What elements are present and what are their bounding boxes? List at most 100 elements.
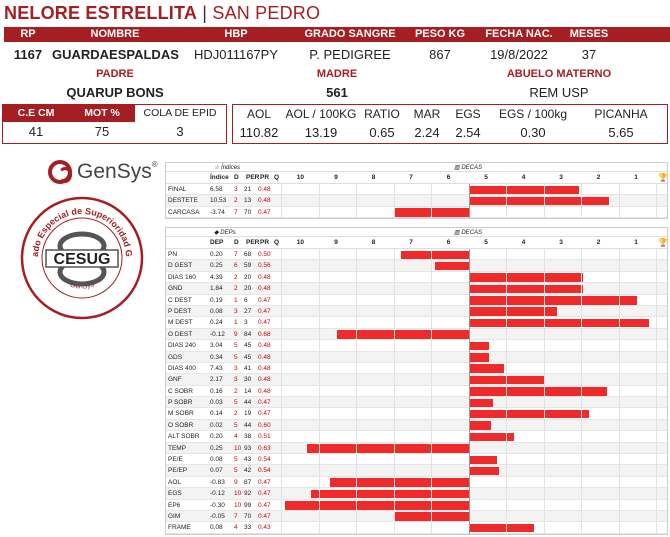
deca-bar: [468, 296, 638, 305]
data-row: GND 1.84 2 20 0.48: [166, 283, 667, 295]
data-row: DESTETE 10.53 2 13 0.48: [166, 195, 667, 207]
row-value: 0.08: [210, 307, 223, 315]
row-name: P SOBR: [168, 399, 193, 407]
carcass-column: EGS / 100kg 0.30: [489, 105, 577, 143]
column-head: PR: [260, 239, 270, 246]
row-deca: 10: [234, 501, 242, 509]
row-name: M SOBR: [168, 410, 194, 418]
header-value: HDJ011167PY: [193, 47, 279, 62]
data-row: TEMP 0.25 10 93 0.63: [166, 442, 667, 455]
row-value: 7.43: [210, 364, 223, 372]
grid-line: [506, 184, 507, 219]
row-deca: 7: [234, 251, 238, 258]
row-precision: 0.48: [258, 197, 271, 205]
data-row: DIAS 240 3.04 5 45 0.48: [166, 340, 667, 352]
grid-line: [581, 184, 582, 219]
grid-line: [281, 184, 282, 219]
column-head: DEP: [210, 239, 224, 246]
grid-line: [581, 249, 582, 534]
row-deca: 3: [234, 376, 238, 384]
grid-line: [356, 249, 357, 534]
panel-caption: ◆ DEPs ▥ DECAS: [166, 228, 667, 237]
deca-bar: [401, 250, 469, 259]
row-value: -0.12: [210, 490, 225, 498]
row-deca: 5: [234, 456, 238, 464]
row-precision: 0.48: [258, 186, 271, 193]
column-head: PR: [260, 174, 270, 181]
data-row: ALT SOBR 0.20 4 38 0.51: [166, 431, 667, 443]
row-precision: 0.48: [258, 273, 271, 281]
location-name: SAN PEDRO: [212, 3, 321, 23]
deca-label: 4: [521, 174, 526, 181]
row-percentile: 59: [244, 262, 252, 270]
parent-label: ABUELO MATERNO: [506, 68, 612, 80]
breed-name: NELORE ESTRELLITA: [4, 3, 198, 23]
row-value: 2.17: [210, 376, 223, 384]
grid-line: [656, 249, 657, 534]
row-percentile: 27: [244, 307, 252, 315]
row-percentile: 38: [244, 433, 252, 441]
row-value: -0.05: [210, 512, 225, 520]
deca-bar: [468, 364, 505, 373]
row-name: EGS: [168, 490, 182, 498]
deca-label: 1: [634, 174, 638, 181]
carcass-column: RATIO 0.65: [357, 105, 407, 143]
data-row: O DEST -0.12 9 84 0.68: [166, 328, 667, 341]
deca-bar: [468, 341, 490, 351]
data-row: EP6 -0.30 10 99 0.47: [166, 500, 667, 511]
row-percentile: 21: [244, 186, 252, 193]
column-heads: Índice D PER PR Q 10 9 8 7 6 5 4 3 2 1 🏆: [166, 172, 668, 184]
row-deca: 4: [234, 433, 238, 441]
carcass-column: AOL 110.82: [233, 105, 285, 143]
row-name: DIAS 400: [168, 364, 196, 372]
row-precision: 0.60: [258, 421, 271, 429]
row-percentile: 43: [244, 456, 252, 464]
row-precision: 0.47: [258, 399, 271, 407]
deca-label: 9: [334, 239, 338, 246]
parent-label: MADRE: [316, 68, 358, 80]
deca-label: 7: [409, 174, 413, 181]
header-label: PESO KG: [414, 28, 466, 40]
grid-line: [618, 249, 620, 534]
row-percentile: 14: [244, 387, 252, 395]
row-precision: 0.43: [258, 524, 271, 532]
panel-rows: PN 0.20 7 68 0.50 D GEST 0.25 6 59 0.56 DIAS 160 4.…: [166, 249, 667, 534]
header-label: FECHA NAC.: [485, 28, 553, 40]
deca-label: 6: [446, 174, 451, 181]
row-deca: 3: [234, 307, 238, 315]
deca-bar: [468, 387, 608, 396]
gensys-logo: GenSys®: [48, 160, 158, 184]
indices-panel: ☆ Índices ▥ DECAS Índice D PER PR Q 10 9 8 7 6 5 4 3 2 1…: [165, 162, 668, 220]
panel-title: ◆ DEPs: [214, 230, 236, 236]
row-name: PE/EP: [168, 467, 188, 475]
column-head: Índice: [210, 174, 229, 181]
row-percentile: 30: [244, 376, 252, 384]
row-deca: 2: [234, 197, 238, 205]
row-deca: 5: [234, 342, 238, 350]
parent-value: QUARUP BONS: [66, 85, 164, 100]
row-precision: 0.48: [258, 342, 271, 350]
row-percentile: 70: [244, 512, 252, 520]
row-value: -0.12: [210, 330, 225, 338]
carcass-value: 0.65: [369, 125, 395, 140]
row-name: TEMP: [168, 444, 187, 452]
panel-title: ☆ Índices: [214, 165, 241, 171]
row-precision: 0.54: [258, 467, 271, 475]
data-row: M DEST 0.24 1 3 0.47: [166, 317, 667, 329]
row-name: DIAS 240: [168, 342, 196, 350]
row-deca: 5: [234, 399, 238, 407]
deca-label: 10: [296, 174, 304, 181]
row-value: 0.08: [210, 456, 223, 464]
column-head: D: [234, 174, 239, 181]
row-precision: 0.48: [258, 387, 271, 395]
data-row: AOL -0.83 9 87 0.47: [166, 477, 667, 489]
row-name: O SOBR: [168, 421, 194, 429]
svg-text:CESUG: CESUG: [54, 251, 111, 268]
deca-bar: [329, 478, 469, 487]
data-row: M SOBR 0.14 2 19 0.47: [166, 408, 667, 420]
row-deca: 6: [234, 262, 238, 270]
row-name: C DEST: [168, 296, 192, 304]
deca-label: 10: [296, 239, 304, 246]
row-precision: 0.47: [258, 410, 271, 418]
parents-header: PADRE MADRE ABUELO MATERNO: [4, 67, 670, 82]
